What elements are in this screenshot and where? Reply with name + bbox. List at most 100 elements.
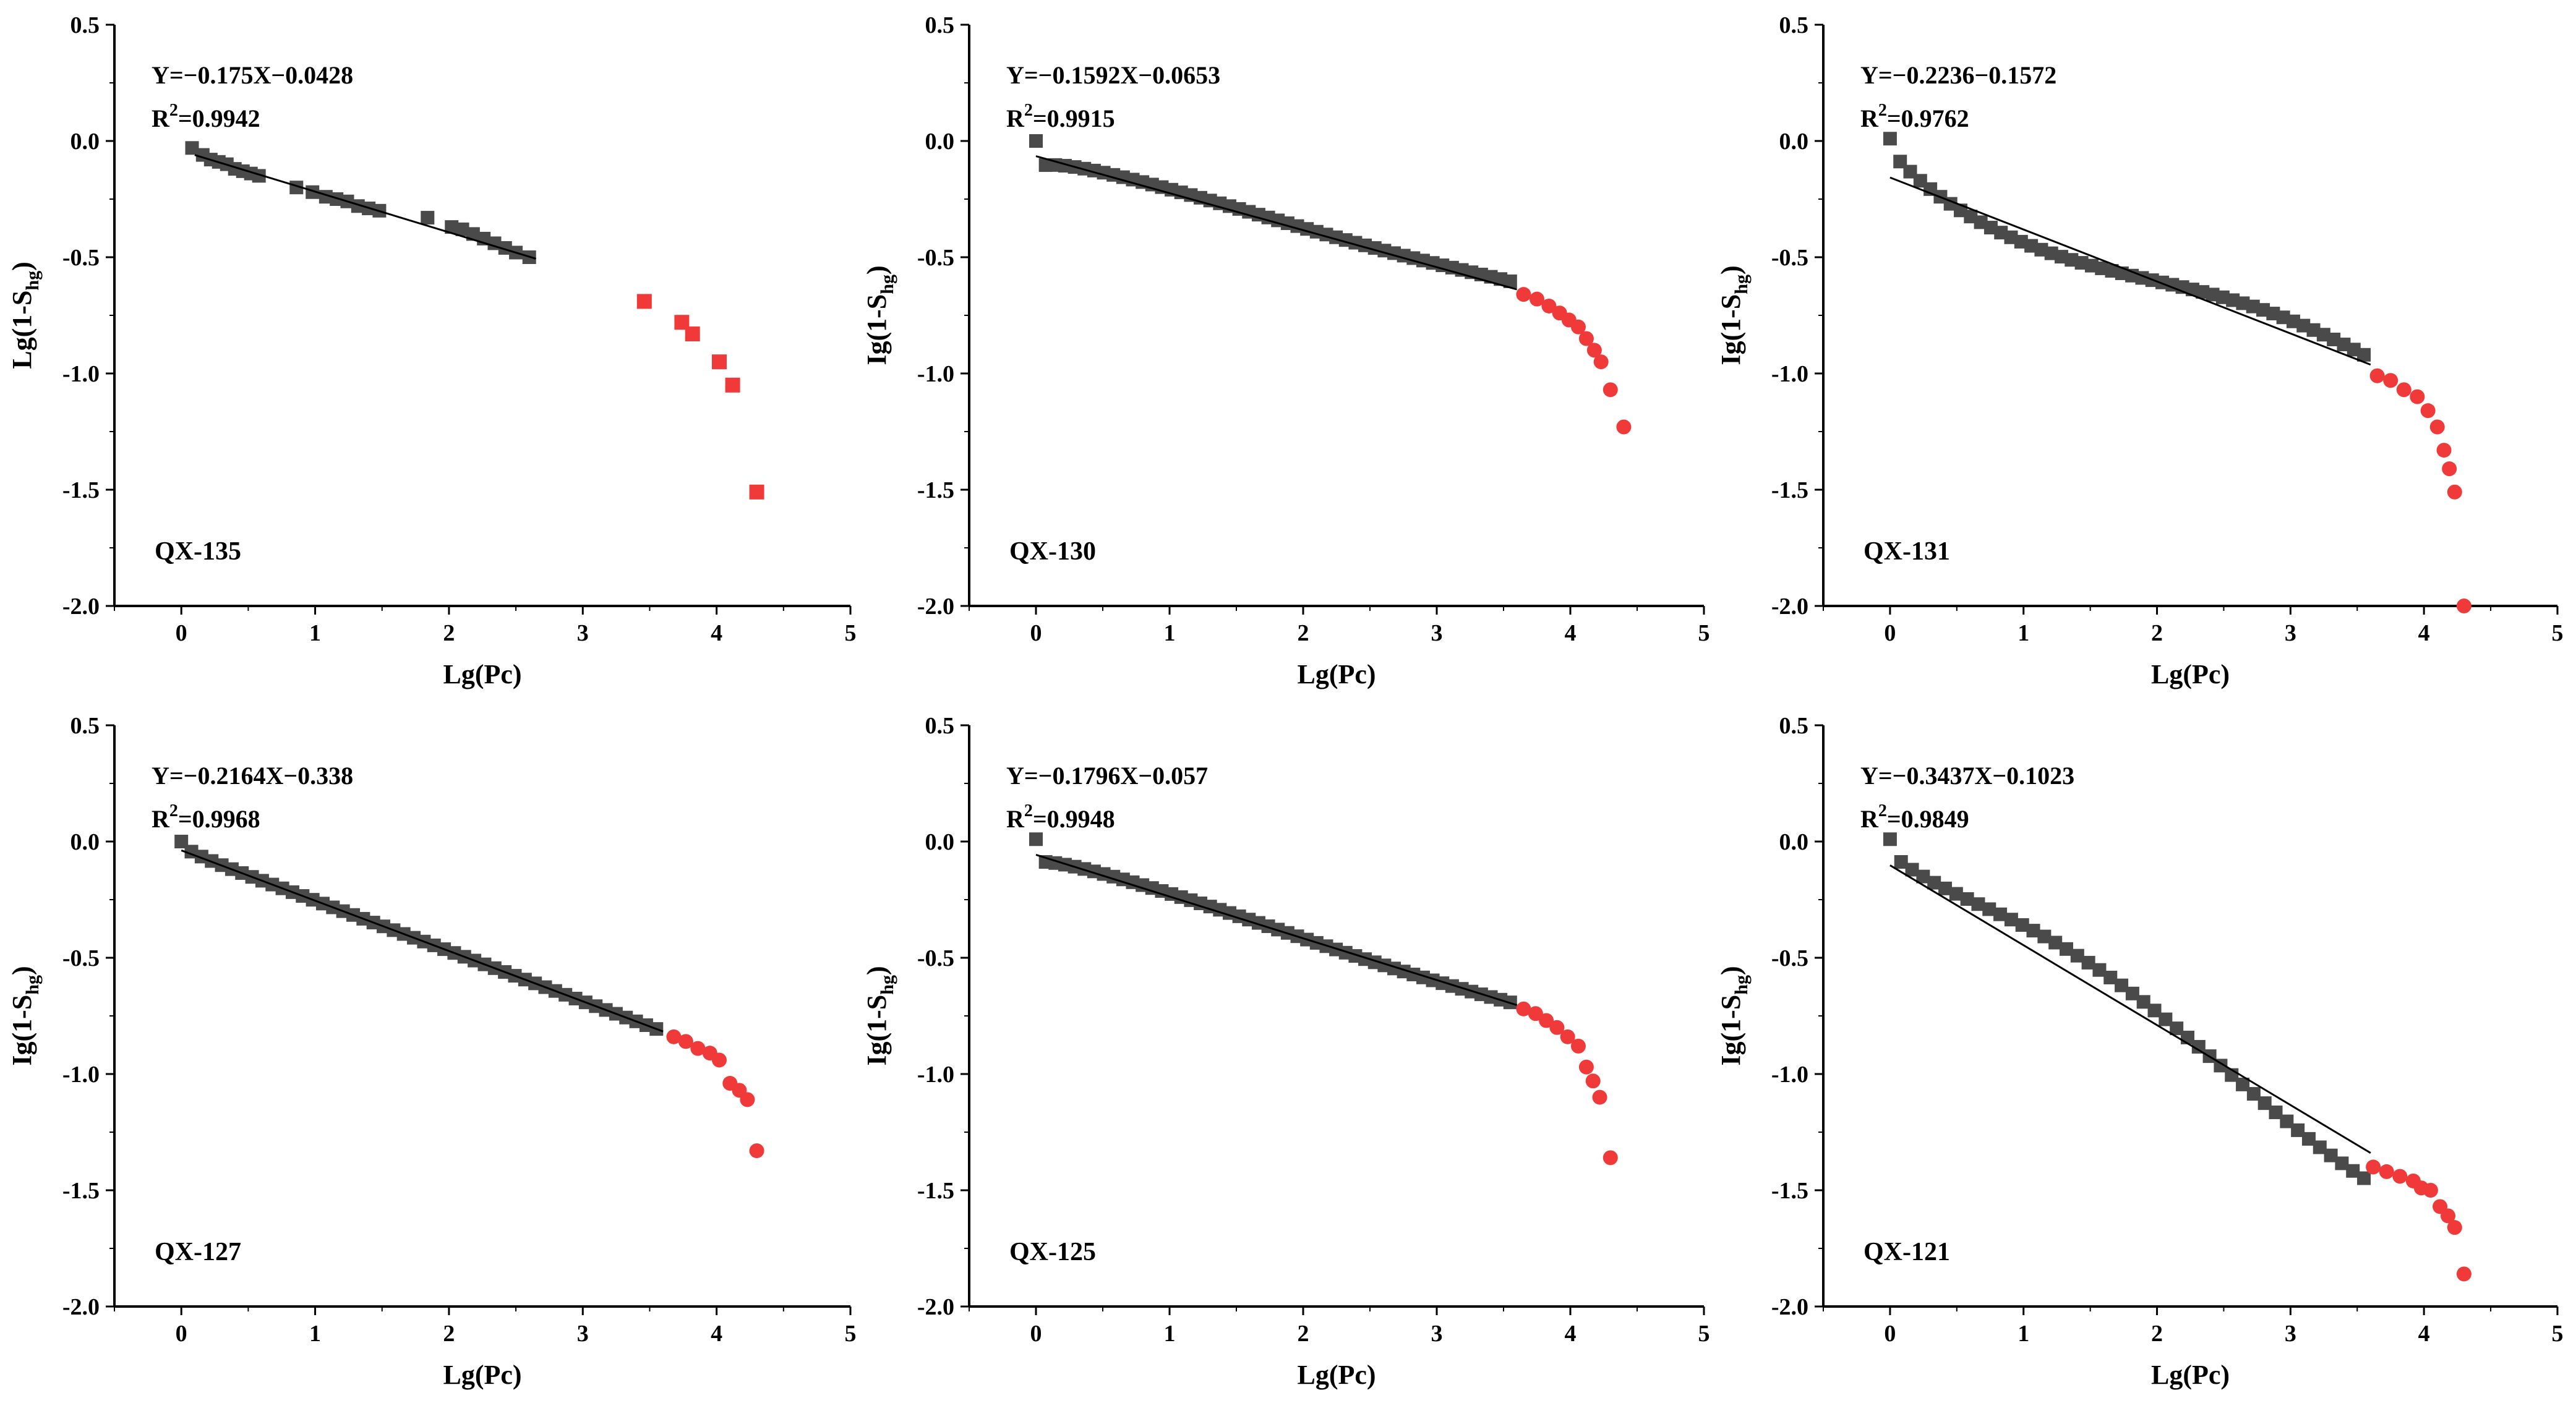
curved-point [1578,331,1594,346]
curved-point [2379,1164,2394,1179]
curved-point [1516,287,1531,302]
curved-point [725,377,740,393]
curved-series [2366,1159,2471,1282]
y-axis-title-end: ) [7,262,37,271]
y-tick-label: 0.0 [925,129,955,155]
curved-point [2429,419,2445,435]
y-axis-title: Lg(1-Shg) [7,262,43,369]
x-tick-label: 1 [1164,620,1176,646]
curved-series [1516,287,1632,435]
r-squared-prefix: R [1860,104,1879,132]
x-tick-label: 4 [2418,1321,2430,1347]
curved-point [2423,1183,2438,1198]
x-axis-title: Lg(Pc) [443,1360,521,1390]
y-tick-label: -0.5 [62,245,100,271]
linear-point [1916,869,1930,884]
y-tick-label: 0.0 [71,129,100,155]
linear-point [2004,913,2018,927]
x-tick-label: 2 [1298,620,1309,646]
curved-point [2447,484,2462,500]
r-squared-prefix: R [1860,805,1879,833]
curved-point [685,326,700,342]
curved-series [666,1029,764,1159]
y-axis-title-end: ) [1716,265,1746,275]
r-squared: R2=0.9942 [152,101,260,132]
linear-point [466,227,480,241]
r-squared-prefix: R [1006,104,1025,132]
fit-line [1035,155,1518,291]
curved-point [2456,599,2471,613]
linear-point [1894,855,1908,869]
curved-point [1570,1038,1586,1054]
curved-point [749,484,764,500]
r-squared-sup: 2 [169,801,178,821]
y-axis-title: Ig(1-Shg) [7,966,43,1065]
curved-point [1528,1006,1543,1021]
curved-point [1549,1020,1565,1035]
y-tick-label: -1.5 [1771,1178,1808,1204]
linear-point [1029,134,1043,148]
curved-point [2383,373,2398,388]
y-tick-label: 0.5 [1779,12,1809,38]
linear-point [445,220,459,234]
y-tick-label: -1.0 [62,1062,100,1088]
y-tick-label: 0.0 [1779,829,1809,855]
y-tick-label: 0.0 [925,829,955,855]
linear-point [1883,132,1897,146]
curved-point [2392,1169,2408,1184]
y-tick-label: -2.0 [1771,1294,1808,1320]
y-tick-label: 0.5 [925,12,955,38]
curved-point [711,1052,727,1068]
linear-point [2081,955,2095,970]
x-tick-label: 0 [1884,620,1896,646]
curved-point [2456,1266,2471,1282]
chart-panel-qx-121: 0 1 2 3 4 5 0.5 0.0 -0.5 -1.0 -1.5 -2.0 Lg(Pc) Ig(1-S… [1716,713,2564,1390]
curved-point [2366,1159,2381,1175]
curved-point [711,354,727,370]
linear-point [1960,892,1974,906]
fit-equation: Y=−0.1796X−0.057 [1006,762,1208,790]
sample-label: QX-135 [155,537,241,566]
curved-point [690,1041,706,1056]
fit-equation: Y=−0.2236−0.1572 [1860,61,2056,89]
linear-point [2246,1087,2261,1101]
y-tick-label: -0.5 [1771,245,1808,271]
r-squared-value: =0.9762 [1887,104,1969,132]
r-squared-value: =0.9948 [1033,805,1115,833]
y-axis-title-main: Ig(1-S [1716,294,1746,365]
linear-point [1938,881,1952,895]
linear-point [1993,907,2008,921]
curved-point [2420,403,2436,419]
y-axis-title-sub: hg [1731,275,1752,294]
linear-point [421,211,435,225]
curved-point [1570,319,1586,335]
linear-point [185,141,199,155]
y-tick-label: -2.0 [917,594,954,620]
curved-point [1560,1029,1575,1044]
r-squared-sup: 2 [1878,101,1887,120]
x-tick-label: 3 [1431,1321,1443,1347]
chart-panel-qx-127: 0 1 2 3 4 5 0.5 0.0 -0.5 -1.0 -1.5 -2.0 Lg(Pc) Ig(1-S… [7,713,857,1390]
x-tick-label: 5 [2552,1321,2564,1347]
curved-point [2410,389,2425,404]
linear-point [252,169,266,183]
x-tick-label: 0 [176,1321,187,1347]
x-tick-label: 5 [1698,620,1710,646]
x-tick-label: 3 [577,620,589,646]
y-tick-label: -1.0 [62,361,100,387]
x-tick-label: 1 [309,620,321,646]
linear-point [1982,902,1996,916]
x-axis-title: Lg(Pc) [443,659,521,689]
linear-point [2357,347,2371,362]
r-squared-prefix: R [152,805,170,833]
curved-series [636,294,764,500]
y-axis-title-main: Ig(1-S [1716,995,1746,1066]
fit-equation: Y=−0.1592X−0.0653 [1006,61,1220,89]
x-tick-label: 2 [2151,1321,2163,1347]
r-squared-value: =0.9849 [1887,805,1969,833]
y-tick-label: -0.5 [62,945,100,971]
x-tick-label: 2 [1298,1321,1309,1347]
linear-point [2147,1004,2162,1018]
